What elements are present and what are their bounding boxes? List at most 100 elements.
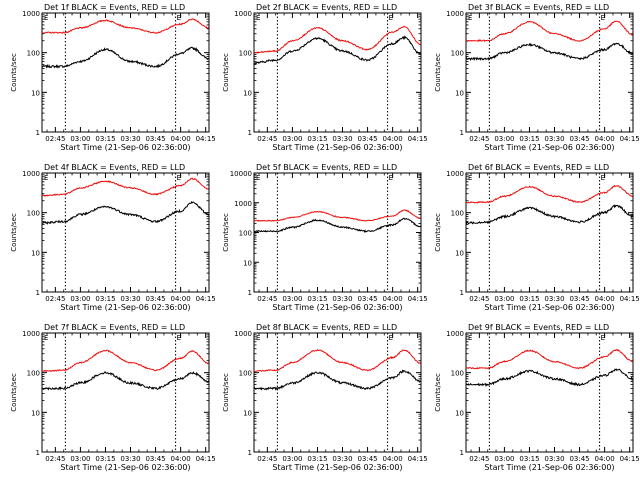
x-tick-label: 02:45 [45, 135, 65, 143]
flag-label: E [389, 174, 393, 182]
panel-title: Det 5f BLACK = Events, RED = LLD [256, 163, 397, 172]
y-tick-label: 10 [455, 249, 464, 257]
x-tick-label: 03:30 [332, 295, 352, 303]
y-tick-label: 10 [243, 89, 252, 97]
x-tick-label: 03:00 [282, 135, 302, 143]
flag-label: E [256, 174, 260, 182]
y-axis-label: Counts/sec [434, 53, 442, 92]
x-tick-label: 03:30 [544, 295, 564, 303]
x-tick-label: 03:45 [569, 135, 589, 143]
x-tick-label: 03:00 [494, 455, 514, 463]
x-tick-label: 03:30 [332, 135, 352, 143]
y-tick-label: 1000 [22, 170, 40, 178]
series-lld [41, 18, 209, 34]
flag-label: E [468, 174, 472, 182]
x-tick-label: 04:15 [196, 455, 216, 463]
x-tick-label: 03:00 [282, 295, 302, 303]
y-tick-label: 1 [460, 289, 464, 297]
series-lld [42, 177, 209, 197]
x-tick-label: 02:45 [469, 295, 489, 303]
panel-title: Det 3f BLACK = Events, RED = LLD [468, 3, 609, 12]
x-axis-label: Start Time (21-Sep-06 02:36:00) [484, 303, 614, 312]
y-tick-label: 1000 [446, 330, 464, 338]
y-tick-label: 100 [239, 50, 252, 58]
flag-label: E [389, 334, 393, 342]
x-tick-label: 02:45 [257, 295, 277, 303]
panel-title: Det 7f BLACK = Events, RED = LLD [44, 323, 185, 332]
x-tick-label: 03:15 [95, 455, 115, 463]
y-tick-label: 100 [451, 50, 464, 58]
flag-label: E [601, 174, 605, 182]
x-tick-label: 04:15 [408, 455, 428, 463]
x-tick-label: 04:00 [595, 455, 615, 463]
panel-2: Det 2f BLACK = Events, RED = LLD 1 10 100 10… [222, 3, 428, 152]
x-tick-label: 03:15 [307, 295, 327, 303]
y-tick-label: 100 [451, 370, 464, 378]
series-lld [42, 349, 209, 373]
series-events [465, 42, 633, 62]
panel-3: Det 3f BLACK = Events, RED = LLD 1 10 100 10… [434, 3, 640, 152]
x-axis-label: Start Time (21-Sep-06 02:36:00) [484, 143, 614, 152]
x-tick-label: 03:30 [544, 455, 564, 463]
x-tick-label: 04:00 [171, 135, 191, 143]
y-axis-label: Counts/sec [222, 53, 230, 92]
x-tick-label: 02:45 [45, 295, 65, 303]
flag-label: E [256, 14, 260, 22]
x-tick-label: 03:45 [357, 295, 377, 303]
y-tick-label: 1000 [234, 330, 252, 338]
flag-label: E [468, 14, 472, 22]
x-tick-label: 03:15 [519, 135, 539, 143]
y-axis-label: Counts/sec [10, 213, 18, 252]
x-tick-label: 03:00 [70, 295, 90, 303]
y-tick-label: 1000 [22, 10, 40, 18]
y-axis-label: Counts/sec [10, 53, 18, 92]
x-tick-label: 04:00 [383, 455, 403, 463]
plot-frame [41, 172, 210, 293]
flag-label: E [177, 174, 181, 182]
y-axis-label: Counts/sec [434, 373, 442, 412]
series-lld [253, 25, 421, 54]
plot-frame [465, 332, 634, 453]
x-tick-label: 03:15 [95, 135, 115, 143]
y-tick-label: 1 [36, 289, 40, 297]
y-tick-label: 1000 [446, 10, 464, 18]
x-tick-label: 03:00 [70, 455, 90, 463]
flag-label: E [601, 334, 605, 342]
x-tick-label: 02:45 [257, 135, 277, 143]
x-tick-label: 03:45 [357, 135, 377, 143]
x-tick-label: 04:15 [196, 135, 216, 143]
x-axis-label: Start Time (21-Sep-06 02:36:00) [484, 463, 614, 472]
plot-frame [465, 172, 634, 293]
x-tick-label: 04:15 [196, 295, 216, 303]
x-tick-label: 03:15 [519, 455, 539, 463]
panel-title: Det 2f BLACK = Events, RED = LLD [256, 3, 397, 12]
series-events [253, 369, 421, 391]
y-tick-label: 100 [239, 370, 252, 378]
y-axis-label: Counts/sec [222, 373, 230, 412]
panel-title: Det 6f BLACK = Events, RED = LLD [468, 163, 609, 172]
x-tick-label: 03:30 [544, 135, 564, 143]
x-tick-label: 03:00 [282, 455, 302, 463]
flag-label: E [256, 334, 260, 342]
y-tick-label: 100 [27, 210, 40, 218]
x-tick-label: 04:15 [408, 135, 428, 143]
y-tick-label: 1 [460, 449, 464, 457]
x-tick-label: 03:15 [307, 455, 327, 463]
x-axis-label: Start Time (21-Sep-06 02:36:00) [272, 143, 402, 152]
x-tick-label: 03:15 [95, 295, 115, 303]
x-tick-label: 03:45 [569, 455, 589, 463]
y-tick-label: 1 [460, 129, 464, 137]
series-events [41, 46, 209, 69]
series-events [253, 217, 421, 233]
x-tick-label: 03:15 [519, 295, 539, 303]
y-tick-label: 100 [27, 50, 40, 58]
y-tick-label: 10 [31, 89, 40, 97]
plot-frame [253, 172, 422, 293]
panel-8: Det 8f BLACK = Events, RED = LLD 1 10 100 10… [222, 323, 428, 472]
x-tick-label: 04:00 [171, 455, 191, 463]
flag-label: E [44, 174, 48, 182]
x-tick-label: 04:15 [620, 135, 640, 143]
x-tick-label: 02:45 [469, 135, 489, 143]
x-tick-label: 04:15 [620, 295, 640, 303]
x-axis-label: Start Time (21-Sep-06 02:36:00) [272, 303, 402, 312]
